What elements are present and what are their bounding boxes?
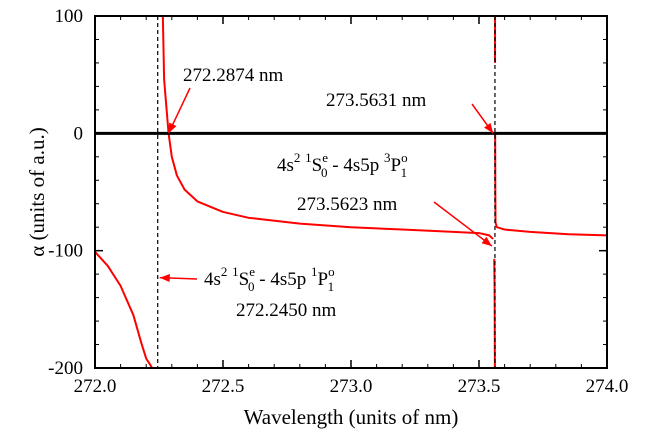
annotation-arrows: [159, 87, 494, 282]
arrow-273-5623-head: [481, 236, 492, 247]
y-tick-label-1: -100: [48, 241, 83, 262]
y-tick-label-3: 100: [55, 6, 84, 27]
arrow-273-5631-head: [484, 122, 494, 134]
x-axis-title: Wavelength (units of nm): [244, 405, 459, 429]
arrow-272-2874-head: [168, 122, 177, 134]
x-tick-label-3: 273.5: [458, 376, 501, 397]
annotation-273-5631: 273.5631 nm: [326, 90, 427, 111]
x-tick-label-2: 273.0: [330, 376, 373, 397]
series-0-branch-1: [161, 16, 494, 240]
arrow-273-5623-shaft: [433, 201, 493, 247]
y-tick-label-2: 0: [74, 123, 84, 144]
annotation-1p1-transition: 4s2 1Se 0 - 4s5p 1Po 1: [204, 264, 335, 294]
plot-frame: [94, 15, 608, 369]
annotation-3p1-transition: 4s2 1Se 0 - 4s5p 3Po 1: [277, 150, 408, 180]
arrow-272-2450: [159, 274, 198, 282]
axis-ticks: 272.0 272.5 273.0 273.5 274.0 -200 -100 0 100: [48, 6, 628, 397]
arrow-273-5631: [471, 103, 494, 134]
reference-lines: [95, 16, 607, 368]
curve-layer: [95, 16, 607, 368]
x-tick-label-4: 274.0: [586, 376, 629, 397]
arrow-272-2874: [167, 87, 191, 134]
series-0-branch-0: [95, 251, 153, 368]
annotation-272-2450: 272.2450 nm: [236, 300, 337, 321]
x-tick-label-1: 272.5: [202, 376, 245, 397]
y-axis-title: α (units of a.u.): [25, 127, 49, 256]
arrow-273-5623: [433, 201, 493, 247]
series-0-branch-3: [494, 133, 607, 237]
annotation-272-2874: 272.2874 nm: [183, 65, 284, 86]
series-0-branch-2: [493, 258, 496, 368]
x-tick-label-0: 272.0: [74, 376, 117, 397]
annotation-273-5623: 273.5623 nm: [297, 194, 398, 215]
arrow-272-2450-head: [159, 274, 170, 282]
y-tick-label-0: -200: [48, 358, 83, 379]
